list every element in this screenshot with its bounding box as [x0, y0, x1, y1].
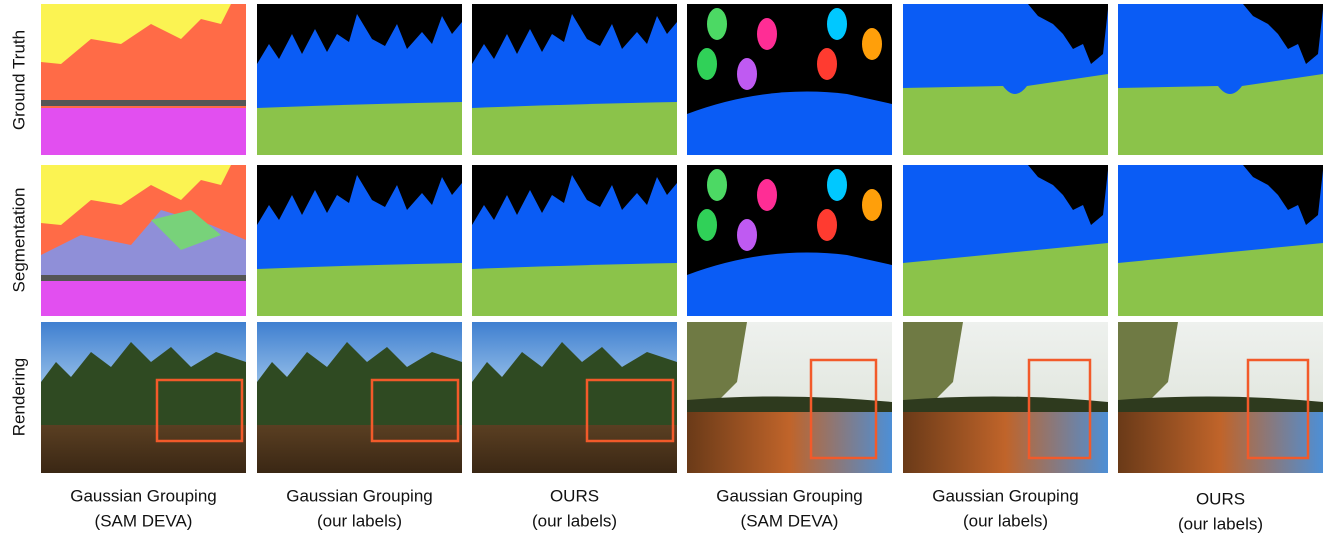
region — [41, 100, 246, 106]
region — [697, 209, 717, 241]
column-title: Gaussian Grouping — [932, 486, 1078, 505]
region — [757, 179, 777, 211]
region — [41, 277, 246, 316]
region — [862, 28, 882, 60]
image-panel — [903, 322, 1108, 473]
region — [472, 263, 677, 316]
column-title: OURS — [1196, 489, 1245, 508]
image-panel — [1118, 165, 1323, 316]
column-subtitle: (our labels) — [532, 511, 617, 530]
image-panel — [903, 4, 1108, 155]
image-panel — [472, 4, 677, 155]
column-subtitle: (our labels) — [317, 511, 402, 530]
region — [757, 18, 777, 50]
image-panel — [257, 165, 462, 316]
region — [737, 219, 757, 251]
region — [472, 425, 677, 473]
image-panel — [687, 4, 892, 155]
row-label: Segmentation — [9, 188, 28, 293]
image-panel — [1118, 4, 1323, 155]
column-subtitle: (SAM DEVA) — [95, 511, 193, 530]
region — [257, 263, 462, 316]
region — [257, 425, 462, 473]
region — [707, 8, 727, 40]
image-panel — [687, 322, 892, 473]
image-panel — [1118, 322, 1323, 473]
region — [737, 58, 757, 90]
region — [41, 275, 246, 281]
region — [41, 108, 246, 155]
row-label: Rendering — [9, 358, 28, 436]
column-subtitle: (our labels) — [963, 511, 1048, 530]
region — [257, 102, 462, 155]
region — [862, 189, 882, 221]
region — [707, 169, 727, 201]
figure: Ground Truth Segmentation Rendering Gaus… — [0, 0, 1335, 537]
row-label: Ground Truth — [9, 30, 28, 130]
image-panel — [41, 322, 246, 473]
region — [687, 412, 892, 473]
column-subtitle: (SAM DEVA) — [741, 511, 839, 530]
image-panel — [472, 165, 677, 316]
region — [903, 412, 1108, 473]
column-title: Gaussian Grouping — [716, 486, 862, 505]
column-title: Gaussian Grouping — [286, 486, 432, 505]
region — [697, 48, 717, 80]
image-panel — [903, 165, 1108, 316]
image-panel — [41, 165, 246, 316]
image-panel — [687, 165, 892, 316]
column-title: OURS — [550, 486, 599, 505]
region — [827, 169, 847, 201]
region — [41, 425, 246, 473]
region — [827, 8, 847, 40]
image-panel — [472, 322, 677, 473]
image-panel — [257, 4, 462, 155]
image-panel — [257, 322, 462, 473]
region — [817, 48, 837, 80]
column-subtitle: (our labels) — [1178, 514, 1263, 533]
region — [817, 209, 837, 241]
column-title: Gaussian Grouping — [70, 486, 216, 505]
region — [472, 102, 677, 155]
region — [1118, 412, 1323, 473]
image-panel — [41, 4, 246, 155]
